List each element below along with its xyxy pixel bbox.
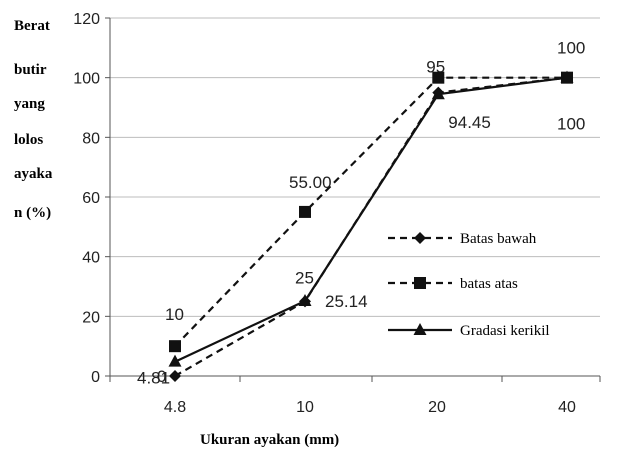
triangle-marker	[560, 70, 574, 83]
diamond-marker	[414, 232, 426, 244]
y-tick-label: 60	[82, 190, 100, 207]
x-axis-label: Ukuran ayakan (mm)	[200, 432, 340, 448]
data-label: 94.45	[448, 113, 491, 132]
square-marker	[169, 340, 181, 353]
square-marker	[432, 71, 445, 84]
legend-entry: batas atas	[460, 276, 518, 292]
triangle-marker	[298, 293, 312, 306]
square-marker	[414, 277, 426, 289]
triangle-marker	[431, 87, 445, 100]
x-tick-label: 4.8	[164, 399, 186, 416]
legend-entry: Gradasi kerikil	[460, 323, 550, 339]
y-tick-label: 20	[82, 309, 100, 326]
series-line-batas-atas	[174, 76, 567, 347]
diamond-marker	[169, 370, 181, 382]
data-label: 0	[157, 367, 166, 386]
data-label: 25	[295, 268, 314, 287]
y-axis-label-line: n (%)	[14, 205, 52, 221]
legend-entry: Batas bawah	[460, 231, 537, 247]
series-line-gradasi-kerikil	[174, 76, 568, 363]
y-axis-label-line: ayaka	[14, 166, 53, 182]
y-tick-label: 80	[82, 130, 100, 147]
y-axis-label-line: lolos	[14, 132, 44, 148]
data-label: 55.00	[289, 173, 332, 192]
y-tick-label: 40	[82, 250, 100, 267]
triangle-marker	[413, 323, 427, 335]
y-tick-label: 100	[73, 71, 100, 88]
y-tick-label: 120	[73, 11, 100, 28]
data-label: 100	[557, 115, 585, 134]
square-marker	[299, 205, 311, 218]
data-label: 100	[557, 39, 585, 58]
x-tick-label: 10	[296, 399, 314, 416]
y-axis-label-line: yang	[14, 96, 45, 112]
data-label: 4.81	[137, 369, 170, 388]
triangle-marker	[168, 354, 182, 367]
y-axis-label-line: Berat	[14, 18, 50, 34]
data-label: 25.14	[325, 292, 368, 311]
data-label: 10	[165, 305, 184, 324]
x-tick-label: 20	[428, 399, 446, 416]
y-tick-label: 0	[91, 369, 100, 386]
y-axis-label-line: butir	[14, 62, 47, 78]
x-tick-label: 40	[558, 399, 576, 416]
